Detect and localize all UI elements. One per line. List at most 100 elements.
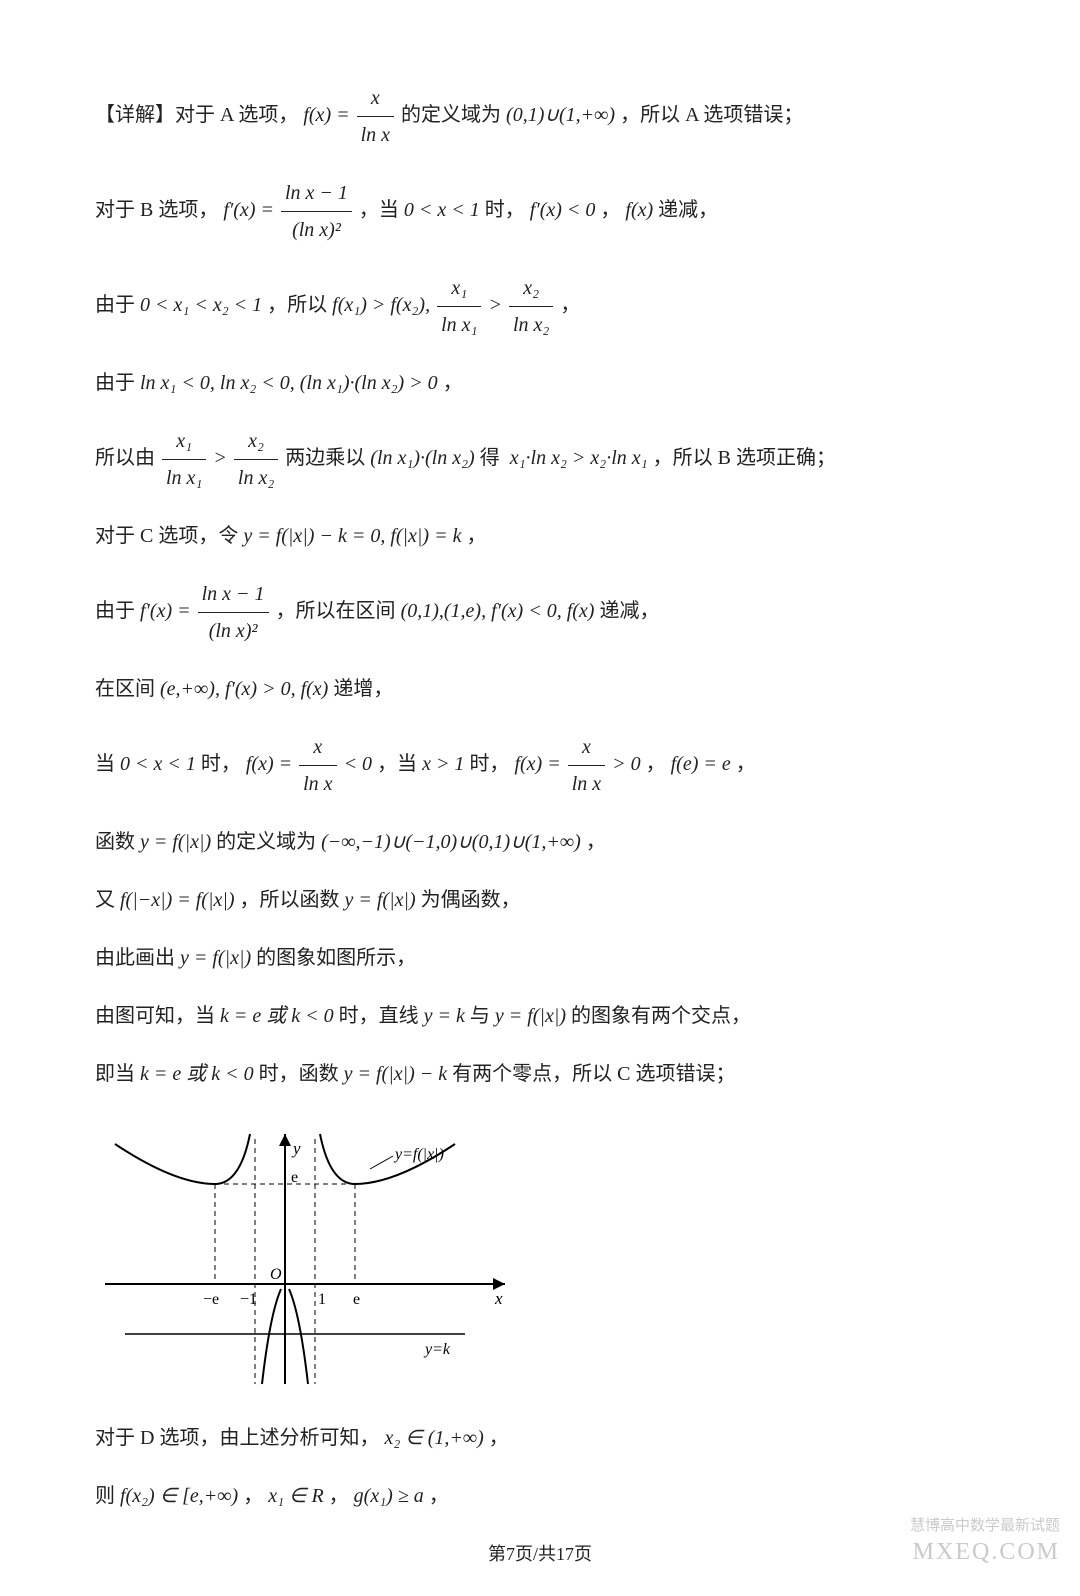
txt: ， (329, 1485, 349, 1507)
math: > 0 (612, 753, 641, 775)
math: f(x₂) ∈ [e,+∞) (120, 1485, 238, 1507)
txt: 的定义域为 (401, 104, 501, 126)
txt: ， (443, 372, 463, 394)
num: ln x − 1 (198, 576, 269, 613)
txt: 递减， (599, 600, 659, 622)
math: y = f(|x|) (180, 947, 251, 969)
line-l: 由此画出 y = f(|x|) 的图象如图所示， (95, 940, 985, 976)
txt: 有两个零点，所以 C 选项错误； (452, 1063, 735, 1085)
math: 0 < x < 1 (404, 199, 480, 221)
num: x (357, 80, 394, 117)
txt: 的图象有两个交点， (571, 1005, 751, 1027)
txt: 则 (95, 1485, 115, 1507)
gt: > (213, 447, 227, 469)
math: 0 < x < 1 (120, 753, 196, 775)
line-g: 由于 f′(x) = ln x − 1 (ln x)² ，所以在区间 (0,1)… (95, 576, 985, 649)
txt: 即当 (95, 1063, 135, 1085)
txt: 当 (95, 753, 115, 775)
txt: 递减， (658, 199, 718, 221)
math: y = f(|x|) − k (344, 1063, 448, 1085)
math: f′(x) = (223, 199, 274, 221)
line-a: 【详解】对于 A 选项， f(x) = x ln x 的定义域为 (0,1)∪(… (95, 80, 985, 153)
den: (ln x)² (281, 212, 352, 248)
math: f(x) = (246, 753, 292, 775)
label-o: O (270, 1266, 282, 1283)
txt: ，当 (377, 753, 417, 775)
txt: ，所以 B 选项正确； (653, 447, 836, 469)
line-i: 当 0 < x < 1 时， f(x) = x ln x < 0 ，当 x > … (95, 729, 985, 802)
math: f(x₁) > f(x₂), (332, 294, 430, 316)
math: x₂ ∈ (1,+∞) (384, 1427, 483, 1449)
txt: 由于 (95, 372, 135, 394)
math: y = f(|x|) (140, 831, 211, 853)
txt: 对于 D 选项，由上述分析可知， (95, 1427, 379, 1449)
frac: x₁ ln x₁ (162, 423, 206, 496)
frac: x₂ ln x₂ (234, 423, 278, 496)
den: ln x₁ (162, 460, 206, 496)
line-h: 在区间 (e,+∞), f′(x) > 0, f(x) 递增， (95, 671, 985, 707)
txt: ， (736, 753, 756, 775)
txt: 与 (470, 1005, 490, 1027)
txt: 时，函数 (259, 1063, 339, 1085)
math: k = e 或 k < 0 (140, 1063, 254, 1085)
math: (ln x₁)·(ln x₂) (370, 447, 474, 469)
txt: 为偶函数， (421, 889, 521, 911)
txt: 由此画出 (95, 947, 175, 969)
den: (ln x)² (198, 613, 269, 649)
math: f(x) (625, 199, 653, 221)
frac: x ln x (568, 729, 605, 802)
frac: ln x − 1 (ln x)² (281, 175, 352, 248)
math: f(x) = (303, 104, 349, 126)
line-p: 则 f(x₂) ∈ [e,+∞) ， x₁ ∈ R ， g(x₁) ≥ a ， (95, 1478, 985, 1514)
graph-svg: y x O e −e −1 1 e y=f(|x|) y=k (95, 1114, 525, 1394)
graph-figure: y x O e −e −1 1 e y=f(|x|) y=k (95, 1114, 985, 1400)
txt: 时， (485, 199, 525, 221)
math: f(e) = e (671, 753, 731, 775)
txt: 递增， (333, 678, 393, 700)
math: (0,1)∪(1,+∞) (506, 104, 615, 126)
num: ln x − 1 (281, 175, 352, 212)
txt: 在区间 (95, 678, 155, 700)
watermark-chn: 慧博高中数学最新试题 (910, 1517, 1060, 1537)
label-fcurve: y=f(|x|) (393, 1146, 444, 1163)
txt: ，当 (359, 199, 399, 221)
math: ln x₁ < 0, ln x₂ < 0, (ln x₁)·(ln x₂) > … (140, 372, 438, 394)
frac: ln x − 1 (ln x)² (198, 576, 269, 649)
math: x₁ ∈ R (268, 1485, 323, 1507)
label-x: x (494, 1289, 503, 1308)
label-pe: e (353, 1291, 360, 1308)
txt: 得 (480, 447, 500, 469)
line-m: 由图可知，当 k = e 或 k < 0 时，直线 y = k 与 y = f(… (95, 998, 985, 1034)
txt: 对于 B 选项， (95, 199, 218, 221)
math: x > 1 (422, 753, 464, 775)
line-e: 所以由 x₁ ln x₁ > x₂ ln x₂ 两边乘以 (ln x₁)·(ln… (95, 423, 985, 496)
num: x₁ (437, 270, 481, 307)
math: f(|−x|) = f(|x|) (120, 889, 235, 911)
txt: ， (243, 1485, 263, 1507)
num: x₂ (234, 423, 278, 460)
math: (−∞,−1)∪(−1,0)∪(0,1)∪(1,+∞) (321, 831, 581, 853)
line-f: 对于 C 选项，令 y = f(|x|) − k = 0, f(|x|) = k… (95, 518, 985, 554)
math: 0 < x₁ < x₂ < 1 (140, 294, 262, 316)
frac: x ln x (357, 80, 394, 153)
frac: x ln x (299, 729, 336, 802)
txt: 时， (201, 753, 241, 775)
txt: ，所以函数 (240, 889, 340, 911)
txt: 对于 C 选项，令 (95, 525, 238, 547)
line-d: 由于 ln x₁ < 0, ln x₂ < 0, (ln x₁)·(ln x₂)… (95, 365, 985, 401)
math: y = f(|x|) (495, 1005, 566, 1027)
txt: 时，直线 (339, 1005, 419, 1027)
frac: x₁ ln x₁ (437, 270, 481, 343)
label-1: 1 (318, 1291, 326, 1308)
line-c: 由于 0 < x₁ < x₂ < 1 ，所以 f(x₁) > f(x₂), x₁… (95, 270, 985, 343)
txt: 【详解】对于 A 选项， (95, 104, 298, 126)
math: y = f(|x|) (345, 889, 416, 911)
math: y = k (424, 1005, 465, 1027)
txt: 两边乘以 (285, 447, 365, 469)
den: ln x (357, 117, 394, 153)
math: y = f(|x|) − k = 0, f(|x|) = k (243, 525, 461, 547)
line-k: 又 f(|−x|) = f(|x|) ，所以函数 y = f(|x|) 为偶函数… (95, 882, 985, 918)
txt: 所以由 (95, 447, 155, 469)
txt: 时， (469, 753, 509, 775)
math: k = e 或 k < 0 (220, 1005, 334, 1027)
